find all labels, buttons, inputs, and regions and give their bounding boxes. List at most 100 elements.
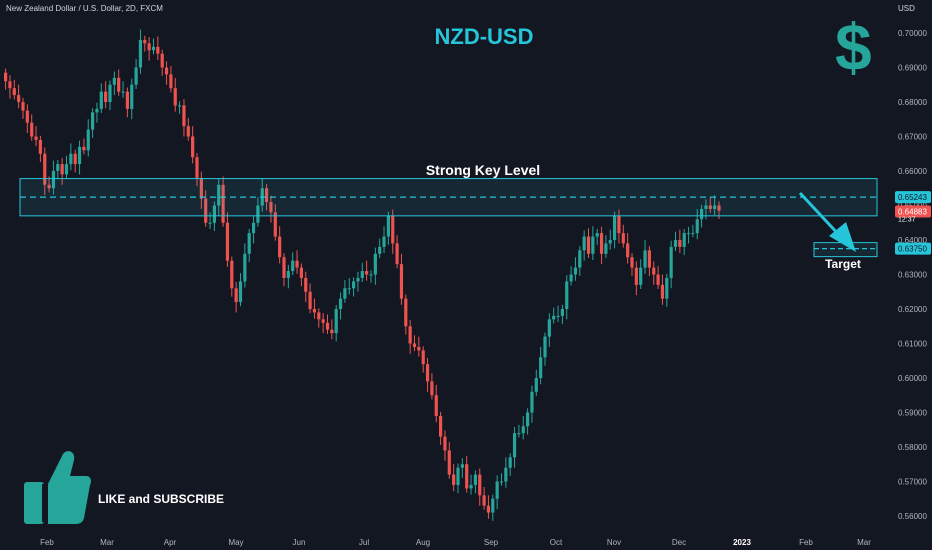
arrow-shaft: [798, 191, 842, 238]
candle: [130, 84, 134, 109]
candle: [12, 88, 16, 96]
y-tick-label: 0.61000: [898, 340, 927, 349]
current-price-label-bg: [895, 205, 931, 218]
candle: [265, 188, 269, 203]
candle: [482, 495, 486, 506]
candle: [269, 202, 273, 213]
candle: [556, 315, 560, 317]
candle: [599, 233, 604, 254]
candle: [378, 246, 382, 254]
thumbs-up-icon: [24, 451, 91, 524]
candle: [64, 164, 69, 175]
y-tick-label: 0.69000: [898, 64, 927, 73]
candle: [51, 171, 56, 189]
candle: [452, 474, 456, 485]
candle: [456, 467, 460, 485]
candle: [543, 336, 547, 358]
candle: [160, 53, 164, 68]
candle: [212, 205, 216, 223]
y-tick-label: 0.64000: [898, 236, 927, 245]
candle: [656, 274, 660, 285]
candle: [673, 240, 678, 247]
candle: [95, 108, 99, 113]
candle: [700, 208, 704, 220]
candle: [417, 346, 421, 351]
y-tick-label: 0.70000: [898, 29, 927, 38]
target-price-label: 0.63750: [898, 245, 927, 254]
candle: [17, 95, 21, 102]
candle: [73, 153, 77, 165]
candle: [334, 309, 338, 334]
candle: [325, 322, 330, 330]
key-level-zone: [19, 178, 878, 217]
candle: [634, 267, 638, 285]
dollar-sign-icon: $: [835, 10, 872, 84]
candle: [208, 222, 212, 224]
x-tick-label: Sep: [484, 538, 499, 547]
candle: [169, 74, 173, 89]
candle: [30, 122, 34, 137]
candle: [491, 498, 495, 513]
candle: [117, 77, 121, 92]
candle: [365, 271, 369, 275]
candle: [247, 233, 251, 254]
candle: [691, 233, 695, 235]
candle: [395, 243, 399, 265]
key-level-price-label-bg: [895, 191, 931, 204]
candle: [112, 77, 116, 85]
candle: [495, 481, 499, 499]
candle: [121, 91, 125, 93]
candle: [591, 236, 595, 254]
candle: [60, 164, 64, 175]
candle: [569, 274, 573, 282]
candle: [478, 474, 482, 496]
candle: [399, 264, 404, 299]
candles: [4, 29, 721, 521]
candle: [560, 309, 564, 316]
candle: [304, 277, 308, 292]
candle: [582, 236, 586, 251]
x-tick-label: Mar: [857, 538, 871, 547]
candle: [299, 267, 303, 278]
x-tick-label: Apr: [164, 538, 177, 547]
candle: [204, 198, 208, 223]
y-tick-label: 0.59000: [898, 409, 927, 418]
candle: [164, 67, 169, 75]
y-tick-label: 0.68000: [898, 98, 927, 107]
candle: [321, 319, 325, 323]
candle: [251, 222, 256, 234]
target-label: Target: [825, 257, 861, 271]
candle: [199, 177, 203, 199]
candle: [682, 233, 686, 247]
candle: [256, 205, 260, 223]
candle: [447, 450, 451, 475]
x-tick-label: Feb: [799, 538, 813, 547]
candle: [217, 184, 221, 206]
candle: [534, 378, 538, 392]
candle: [686, 233, 691, 235]
y-tick-label: 0.58000: [898, 443, 927, 452]
y-tick-label: 0.56000: [898, 512, 927, 521]
x-tick-label: Jun: [293, 538, 306, 547]
candle: [182, 105, 186, 127]
candle: [713, 205, 717, 209]
candle: [86, 129, 90, 151]
candle: [613, 215, 617, 240]
candle: [517, 433, 521, 435]
candle: [291, 260, 295, 272]
candle: [143, 39, 147, 44]
candle: [356, 277, 360, 282]
candle: [134, 67, 138, 85]
candle: [526, 412, 530, 427]
candle: [99, 91, 103, 109]
candle: [77, 146, 82, 165]
candle: [38, 139, 42, 154]
y-tick-label: 0.67000: [898, 133, 927, 142]
candle: [652, 267, 656, 275]
candle: [695, 219, 699, 234]
candle: [430, 381, 434, 396]
candle: [717, 205, 721, 211]
candle: [25, 110, 29, 123]
x-tick-label: Dec: [672, 538, 686, 547]
